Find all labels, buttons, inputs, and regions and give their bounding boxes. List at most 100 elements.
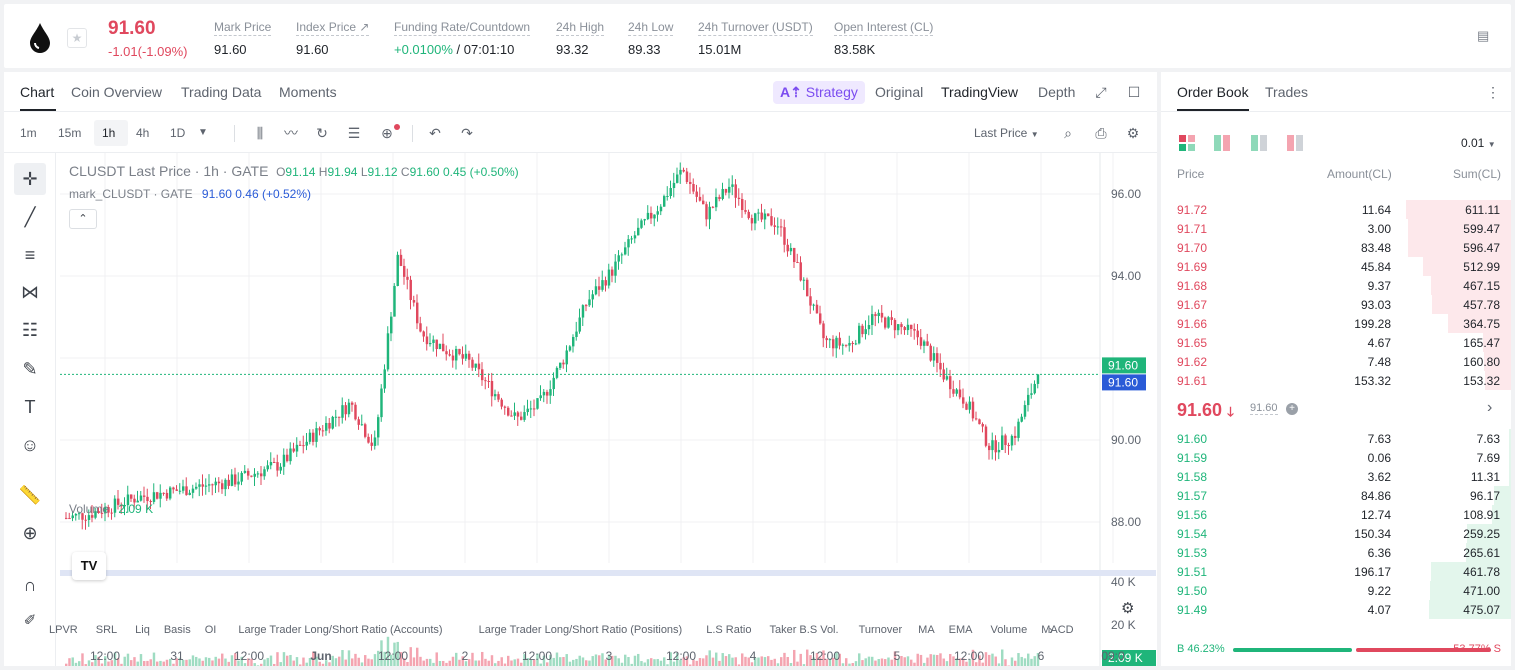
info-plus-icon[interactable]: + [1286, 403, 1298, 415]
time-tick-label: 6 [1038, 649, 1045, 663]
indicator-basis[interactable]: Basis [163, 624, 191, 636]
stat-index-price[interactable]: Index Price ↗ 91.60 [296, 20, 370, 57]
view-asks-bids-icon[interactable] [1214, 135, 1230, 151]
volume-bar [351, 658, 354, 666]
tab-moments[interactable]: Moments [279, 84, 337, 100]
camera-icon[interactable]: ⎙ [1095, 125, 1107, 141]
view-depth[interactable]: Depth [1038, 84, 1076, 100]
bid-row[interactable]: 91.58 3.62 11.31 [1161, 467, 1511, 486]
favorite-star-icon[interactable]: ★ [67, 28, 87, 48]
ask-row[interactable]: 91.62 7.48 160.80 [1161, 352, 1511, 371]
tab-order-book[interactable]: Order Book [1177, 84, 1249, 100]
fib-icon[interactable]: ☷ [21, 320, 39, 340]
add-indicator-icon[interactable]: ⊕ [381, 125, 393, 141]
parallel-lines-icon[interactable]: ≡ [24, 245, 36, 265]
settings-gear-icon[interactable]: ⚙ [1121, 600, 1135, 617]
indicator-large-trader-long-short-ratio-positions-[interactable]: Large Trader Long/Short Ratio (Positions… [478, 624, 683, 636]
expand-icon[interactable]: ⤢ [1095, 84, 1107, 100]
strategy-button[interactable]: A⇡ Strategy [773, 81, 865, 104]
timeframe-1h[interactable]: 1h [102, 126, 116, 140]
volume-bar [630, 663, 633, 666]
price-type-select[interactable]: Last Price ▼ [974, 126, 1039, 140]
indicator-volume[interactable]: Volume [990, 624, 1028, 636]
indicators-icon[interactable]: 〰 [284, 125, 298, 141]
emoji-icon[interactable]: ☺ [20, 435, 40, 455]
bid-row[interactable]: 91.53 6.36 265.61 [1161, 543, 1511, 562]
ask-row[interactable]: 91.65 4.67 165.47 [1161, 333, 1511, 352]
brush-icon[interactable]: ✎ [22, 359, 38, 379]
indicator-macd[interactable]: MACD [1041, 624, 1074, 636]
trendline-icon[interactable]: ╱ [24, 207, 36, 227]
timeframe-15m[interactable]: 15m [58, 126, 82, 140]
bid-price: 91.49 [1177, 603, 1208, 617]
precision-select[interactable]: 0.01 ▼ [1461, 136, 1496, 150]
settings-list-icon[interactable]: ☰ [347, 125, 361, 141]
bid-row[interactable]: 91.60 7.63 7.63 [1161, 429, 1511, 448]
pattern-icon[interactable]: ⋈ [21, 282, 39, 302]
bid-row[interactable]: 91.54 150.34 259.25 [1161, 524, 1511, 543]
indicator-srl[interactable]: SRL [95, 624, 118, 636]
ask-row[interactable]: 91.61 153.32 153.32 [1161, 371, 1511, 390]
volume-bar [325, 660, 328, 666]
ask-row[interactable]: 91.70 83.48 596.47 [1161, 238, 1511, 257]
timeframe-1d[interactable]: 1D [170, 126, 186, 140]
ruler-icon[interactable]: 📏 [18, 485, 42, 505]
ask-sum: 165.47 [1463, 336, 1500, 350]
crosshair-icon[interactable]: ✛ [14, 163, 46, 195]
indicator-large-trader-long-short-ratio-accounts-[interactable]: Large Trader Long/Short Ratio (Accounts) [238, 624, 443, 636]
candle-type-icon[interactable]: ⫼ [256, 125, 264, 141]
timeframe-1m[interactable]: 1m [20, 126, 37, 140]
indicator-ema[interactable]: EMA [948, 624, 973, 636]
chevron-right-icon[interactable]: › [1049, 623, 1053, 637]
undo-icon[interactable]: ↶ [429, 125, 441, 141]
search-icon[interactable]: ⌕ [1064, 125, 1072, 141]
zoom-in-icon[interactable]: ⊕ [22, 523, 38, 543]
bid-row[interactable]: 91.49 4.07 475.07 [1161, 600, 1511, 619]
bid-row[interactable]: 91.51 196.17 461.78 [1161, 562, 1511, 581]
price-chart[interactable]: 96.00 94.00 90.00 88.00 91.60 91.60 40 K 20 K 2.… [60, 153, 1156, 666]
pane-separator[interactable] [60, 570, 1156, 576]
indicator-ma[interactable]: MA [918, 624, 935, 636]
indicator-taker-b-s-vol-[interactable]: Taker B.S Vol. [769, 624, 839, 636]
chevron-down-icon[interactable]: ▼ [198, 127, 208, 138]
view-tradingview[interactable]: TradingView [941, 84, 1019, 100]
indicator-turnover[interactable]: Turnover [858, 624, 903, 636]
view-original[interactable]: Original [875, 84, 924, 100]
ask-row[interactable]: 91.67 93.03 457.78 [1161, 295, 1511, 314]
redo-icon[interactable]: ↷ [461, 125, 473, 141]
tab-chart[interactable]: Chart [20, 84, 55, 100]
magnet-icon[interactable]: ∩ [23, 575, 37, 595]
bid-row[interactable]: 91.57 84.86 96.17 [1161, 486, 1511, 505]
volume-bar [663, 657, 666, 666]
more-vertical-icon[interactable]: ⋮ [1486, 84, 1500, 100]
tab-coin-overview[interactable]: Coin Overview [71, 84, 163, 100]
indicator-l-s-ratio[interactable]: L.S Ratio [706, 624, 752, 636]
ask-row[interactable]: 91.68 9.37 467.15 [1161, 276, 1511, 295]
indicator-oi[interactable]: OI [204, 624, 217, 636]
refresh-icon[interactable]: ↻ [316, 125, 328, 141]
collapse-legend-button[interactable]: ⌃ [69, 209, 97, 229]
view-asks-icon[interactable] [1287, 135, 1303, 151]
view-both-icon[interactable] [1179, 135, 1195, 151]
ask-row[interactable]: 91.69 45.84 512.99 [1161, 257, 1511, 276]
book-icon[interactable]: ▤ [1477, 28, 1490, 43]
chevron-right-icon[interactable]: › [1487, 399, 1493, 416]
timeframe-4h[interactable]: 4h [136, 126, 150, 140]
gear-icon[interactable]: ⚙ [1126, 125, 1140, 141]
indicator-liq[interactable]: Liq [135, 624, 150, 636]
indicator-lpvr[interactable]: LPVR [49, 624, 78, 636]
maximize-icon[interactable]: ☐ [1127, 84, 1141, 100]
ask-row[interactable]: 91.72 11.64 611.11 [1161, 200, 1511, 219]
volume-bar [945, 661, 949, 666]
view-bids-icon[interactable] [1251, 135, 1267, 151]
tab-trades[interactable]: Trades [1265, 84, 1309, 100]
ask-row[interactable]: 91.66 199.28 364.75 [1161, 314, 1511, 333]
bid-row[interactable]: 91.59 0.06 7.69 [1161, 448, 1511, 467]
text-tool-icon[interactable]: T [24, 397, 36, 417]
volume-bar [136, 661, 139, 666]
tab-trading-data[interactable]: Trading Data [181, 84, 262, 100]
lock-drawing-icon[interactable]: ✐ [23, 612, 37, 629]
bid-row[interactable]: 91.50 9.22 471.00 [1161, 581, 1511, 600]
bid-row[interactable]: 91.56 12.74 108.91 [1161, 505, 1511, 524]
ask-row[interactable]: 91.71 3.00 599.47 [1161, 219, 1511, 238]
